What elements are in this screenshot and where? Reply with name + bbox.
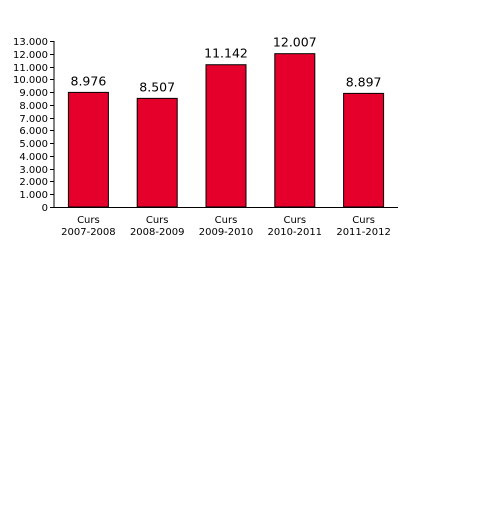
category-label-line: Curs [352,215,375,226]
data-label: 8.897 [346,74,382,89]
y-tick-label: 1.000 [19,190,48,201]
category-label-line: Curs [77,215,100,226]
bar [205,64,247,208]
data-label: 8.507 [139,79,175,94]
bars [67,53,385,208]
data-label: 11.142 [204,46,248,61]
y-tick-label: 9.000 [19,88,48,99]
category-label-line: 2007-2008 [61,227,116,238]
data-labels: 8.976 8.507 11.142 12.007 8.897 [71,35,382,95]
bar [274,53,316,208]
category-label-line: Curs [215,215,238,226]
category-label-line: 2010-2011 [268,227,323,238]
y-tick-label: 4.000 [19,152,48,163]
y-tick-label: 3.000 [19,165,48,176]
y-tick-label: 11.000 [13,63,48,74]
category-label: Curs 2010-2011 [268,215,323,238]
y-tick-label: 12.000 [13,50,48,61]
y-tick-label: 0 [42,203,48,214]
data-label: 8.976 [71,73,107,88]
y-tick-label: 10.000 [13,75,48,86]
y-tick-label: 13.000 [13,37,48,48]
category-label-line: 2009-2010 [199,227,254,238]
data-label: 12.007 [273,35,317,50]
category-label-line: Curs [283,215,306,226]
y-tick-label: 6.000 [19,126,48,137]
y-tick-label: 7.000 [19,114,48,125]
category-label: Curs 2009-2010 [199,215,254,238]
category-label-line: 2008-2009 [130,227,185,238]
bar [136,97,178,208]
category-label-line: 2011-2012 [336,227,391,238]
category-label: Curs 2007-2008 [61,215,116,238]
y-tick-label: 2.000 [19,177,48,188]
category-label-line: Curs [146,215,169,226]
y-tick-label: 8.000 [19,101,48,112]
bar [343,92,385,208]
category-label: Curs 2008-2009 [130,215,185,238]
bar [67,91,109,208]
category-label: Curs 2011-2012 [336,215,391,238]
y-tick-label: 5.000 [19,139,48,150]
